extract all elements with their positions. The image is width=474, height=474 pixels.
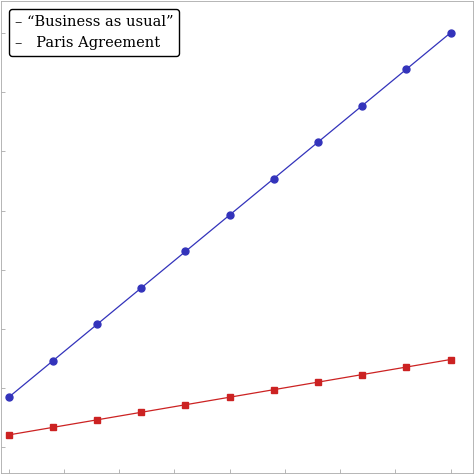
Legend: – “Business as usual”, –   Paris Agreement: – “Business as usual”, – Paris Agreement [9,9,179,55]
